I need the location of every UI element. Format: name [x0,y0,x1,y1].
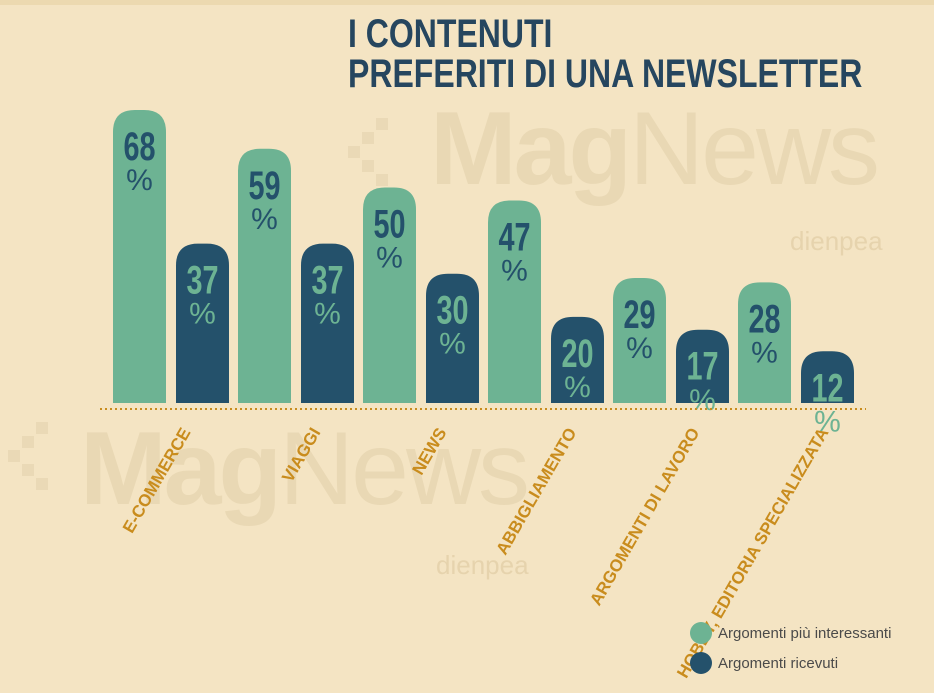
bar-interesting-5 [738,282,791,403]
category-label: NEWS [409,425,451,479]
data-label-value: 50 [373,202,405,247]
data-label-value: 30 [436,288,468,333]
bar-received-5 [801,351,854,403]
legend-item-received: Argomenti ricevuti [690,648,891,678]
data-label-value: 17 [686,344,718,389]
bar-interesting-2 [363,187,416,403]
bar-interesting-3 [488,200,541,403]
data-label-value: 37 [311,258,343,303]
legend-swatch-interesting [690,622,712,644]
data-label-value: 28 [748,297,780,342]
data-label-percent: % [626,332,653,365]
data-label-percent: % [501,254,528,287]
dienpea-watermark: dienpea [436,550,529,580]
data-label-value: 68 [123,124,155,169]
chart-title-line-1: I CONTENUTI [348,12,553,56]
data-label-percent: % [439,328,466,361]
top-strip [0,0,934,5]
data-label-percent: % [189,298,216,331]
bar-interesting-4 [613,278,666,403]
data-label-value: 20 [561,331,593,376]
data-label-percent: % [126,164,153,197]
data-label-value: 59 [248,163,280,208]
data-label-value: 29 [623,292,655,337]
data-label-percent: % [251,203,278,236]
data-label-value: 47 [498,215,530,260]
bar-interesting-1 [238,148,291,403]
bar-interesting-0 [113,110,166,403]
bar-received-2 [426,273,479,403]
legend-label: Argomenti più interessanti [718,624,892,642]
chart-title-line-2: PREFERITI DI UNA NEWSLETTER [348,52,863,96]
data-label-percent: % [814,405,841,438]
data-label-percent: % [314,298,341,331]
legend-item-interesting: Argomenti più interessanti [690,618,891,648]
data-label-value: 37 [186,258,218,303]
category-label: ABBIGLIAMENTO [492,425,580,559]
category-label: E-COMMERCE [119,425,194,537]
data-label-percent: % [751,336,778,369]
legend-swatch-received [690,652,712,674]
legend: Argomenti più interessanti Argomenti ric… [690,618,891,678]
bar-received-0 [176,243,229,403]
data-label-percent: % [376,242,403,275]
category-label: VIAGGI [278,425,324,486]
dienpea-watermark: dienpea [790,226,883,256]
magnews-logo-mark [8,422,48,490]
chart-title: I CONTENUTI PREFERITI DI UNA NEWSLETTER [348,14,862,94]
bar-received-3 [551,316,604,403]
data-label-value: 12 [811,366,843,411]
bar-received-1 [301,243,354,403]
bar-received-4 [676,329,729,403]
legend-label: Argomenti ricevuti [718,654,839,672]
data-label-percent: % [689,384,716,417]
category-label: ARGOMENTI DI LAVORO [586,425,703,609]
data-label-percent: % [564,371,591,404]
magnews-logo-mark [348,118,388,186]
